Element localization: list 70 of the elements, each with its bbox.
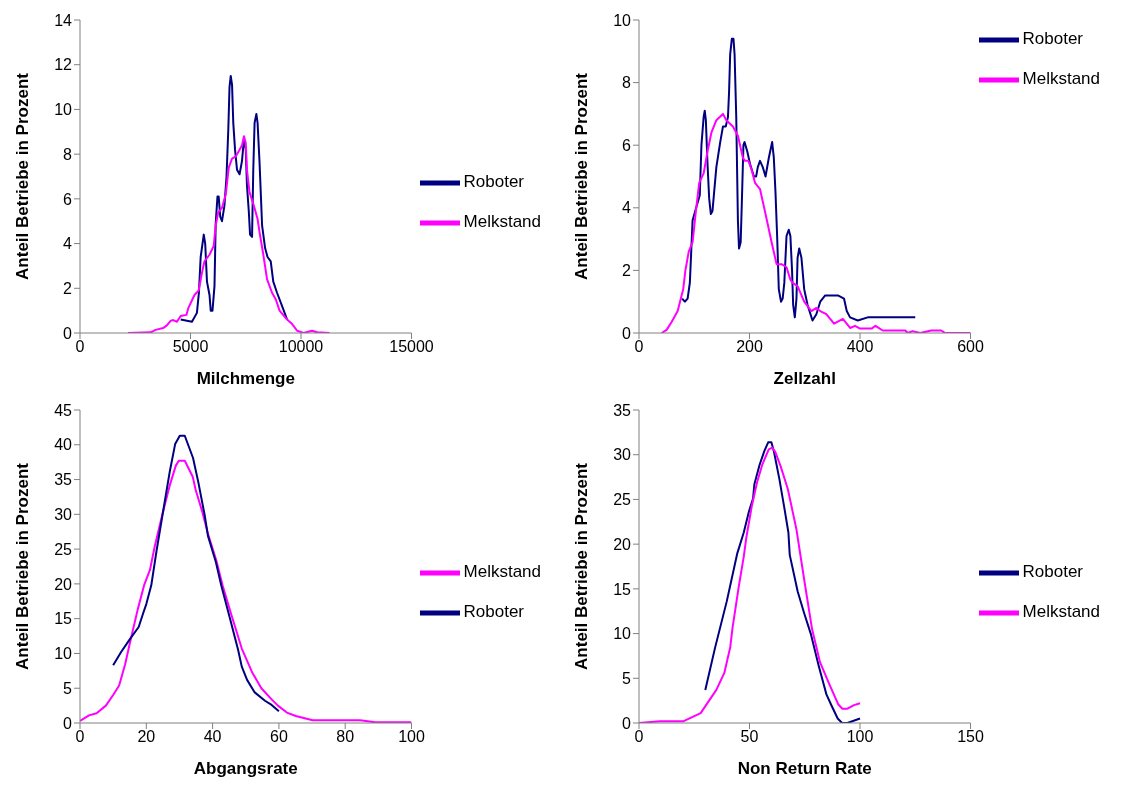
y-axis-title: Anteil Betriebe in Prozent [13, 462, 33, 670]
y-tick-label: 4 [622, 199, 632, 217]
y-tick-label: 2 [622, 262, 632, 280]
legend-label: Melkstand [1022, 69, 1100, 89]
y-tick-label: 20 [54, 575, 73, 593]
x-tick-label: 15000 [389, 338, 434, 356]
legend-label: Roboter [463, 172, 524, 192]
x-tick-label: 0 [634, 728, 644, 746]
y-tick-label: 15 [613, 580, 632, 598]
legend-label: Roboter [463, 602, 524, 622]
x-tick-label: 200 [736, 338, 763, 356]
x-axis-title: Non Return Rate [737, 759, 872, 778]
y-tick-label: 25 [54, 540, 73, 558]
legend-label: Melkstand [463, 562, 541, 582]
y-tick-label: 10 [54, 645, 73, 663]
y-tick-label: 30 [54, 506, 73, 524]
y-tick-label: 0 [63, 324, 73, 342]
y-axis-title: Anteil Betriebe in Prozent [572, 72, 592, 280]
y-tick-label: 6 [622, 136, 632, 154]
x-tick-label: 20 [137, 728, 156, 746]
x-tick-label: 40 [203, 728, 222, 746]
y-tick-label: 6 [63, 190, 73, 208]
y-tick-label: 20 [613, 535, 632, 553]
x-tick-label: 60 [270, 728, 288, 746]
y-tick-label: 0 [63, 714, 73, 732]
x-tick-label: 5000 [172, 338, 209, 356]
y-tick-label: 15 [54, 610, 73, 628]
y-tick-label: 35 [54, 471, 73, 489]
y-axis-title: Anteil Betriebe in Prozent [572, 462, 592, 670]
x-tick-label: 150 [957, 728, 984, 746]
x-tick-label: 0 [75, 728, 85, 746]
y-axis-title: Anteil Betriebe in Prozent [13, 72, 33, 280]
x-tick-label: 100 [846, 728, 874, 746]
x-tick-label: 50 [740, 728, 759, 746]
x-axis-title: Milchmenge [196, 369, 295, 388]
y-tick-label: 10 [613, 625, 632, 643]
line-series [112, 434, 280, 713]
x-tick-label: 10000 [278, 338, 324, 356]
line-series [681, 37, 917, 322]
x-tick-label: 100 [398, 728, 425, 746]
x-axis-title: Abgangsrate [193, 759, 298, 778]
x-tick-label: 400 [846, 338, 874, 356]
y-tick-label: 14 [54, 11, 73, 29]
y-tick-label: 25 [613, 491, 632, 509]
legend-label: Melkstand [463, 212, 541, 232]
y-tick-label: 0 [622, 324, 632, 342]
x-tick-label: 80 [336, 728, 355, 746]
line-series [179, 74, 289, 323]
legend-label: Melkstand [1022, 602, 1100, 622]
x-tick-label: 0 [75, 338, 85, 356]
y-tick-label: 5 [63, 679, 73, 697]
y-tick-label: 45 [54, 401, 73, 419]
y-tick-label: 10 [613, 11, 632, 29]
y-tick-label: 0 [622, 714, 632, 732]
y-tick-label: 5 [622, 669, 632, 687]
y-tick-label: 30 [613, 446, 632, 464]
y-tick-label: 8 [63, 145, 73, 163]
x-axis-title: Zellzahl [773, 369, 836, 388]
legend-label: Roboter [1022, 29, 1083, 49]
legend-label: Roboter [1022, 562, 1083, 582]
y-tick-label: 35 [613, 401, 632, 419]
x-tick-label: 0 [634, 338, 644, 356]
line-series [704, 441, 862, 723]
y-tick-label: 40 [54, 436, 73, 454]
y-tick-label: 2 [63, 279, 73, 297]
y-tick-label: 10 [54, 101, 73, 119]
y-tick-label: 4 [63, 235, 73, 253]
y-tick-label: 8 [622, 74, 632, 92]
x-tick-label: 600 [957, 338, 984, 356]
y-tick-label: 12 [54, 56, 73, 74]
